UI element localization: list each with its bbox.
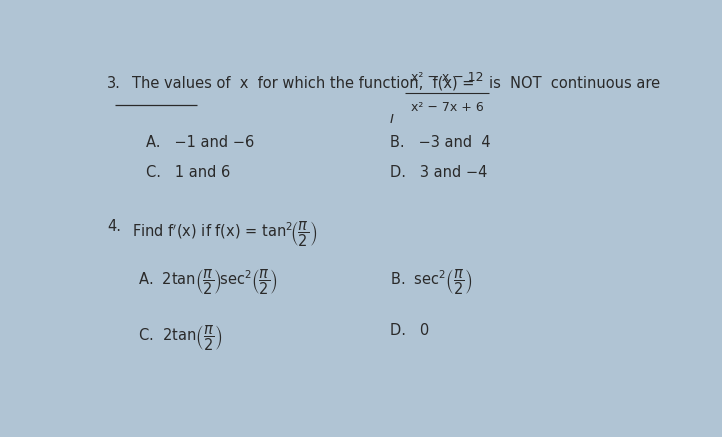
Text: A.   −1 and −6: A. −1 and −6	[146, 135, 254, 150]
Text: I: I	[390, 113, 393, 126]
Text: 3.: 3.	[107, 76, 121, 91]
Text: C.   1 and 6: C. 1 and 6	[146, 165, 230, 180]
Text: D.   3 and −4: D. 3 and −4	[390, 165, 487, 180]
Text: 4.: 4.	[107, 219, 121, 234]
Text: is  NOT  continuous are: is NOT continuous are	[489, 76, 660, 91]
Text: B.   −3 and  4: B. −3 and 4	[390, 135, 490, 150]
Text: Find f$'$(x) if f(x) = tan$^2\!\left(\dfrac{\pi}{2}\right)$: Find f$'$(x) if f(x) = tan$^2\!\left(\df…	[132, 219, 317, 249]
Text: C.  $2\tan\!\left(\dfrac{\pi}{2}\right)$: C. $2\tan\!\left(\dfrac{\pi}{2}\right)$	[138, 323, 222, 353]
Text: D.   0: D. 0	[390, 323, 429, 338]
Text: A.  $2\tan\!\left(\dfrac{\pi}{2}\right)\!\sec^2\!\left(\dfrac{\pi}{2}\right)$: A. $2\tan\!\left(\dfrac{\pi}{2}\right)\!…	[138, 268, 278, 297]
Text: B.  $\sec^2\!\left(\dfrac{\pi}{2}\right)$: B. $\sec^2\!\left(\dfrac{\pi}{2}\right)$	[390, 268, 472, 297]
Text: The values of  x  for which the function,  f(x) =: The values of x for which the function, …	[132, 76, 474, 91]
Text: x² − 7x + 6: x² − 7x + 6	[411, 101, 484, 114]
Text: x² − x − 12: x² − x − 12	[411, 71, 484, 84]
